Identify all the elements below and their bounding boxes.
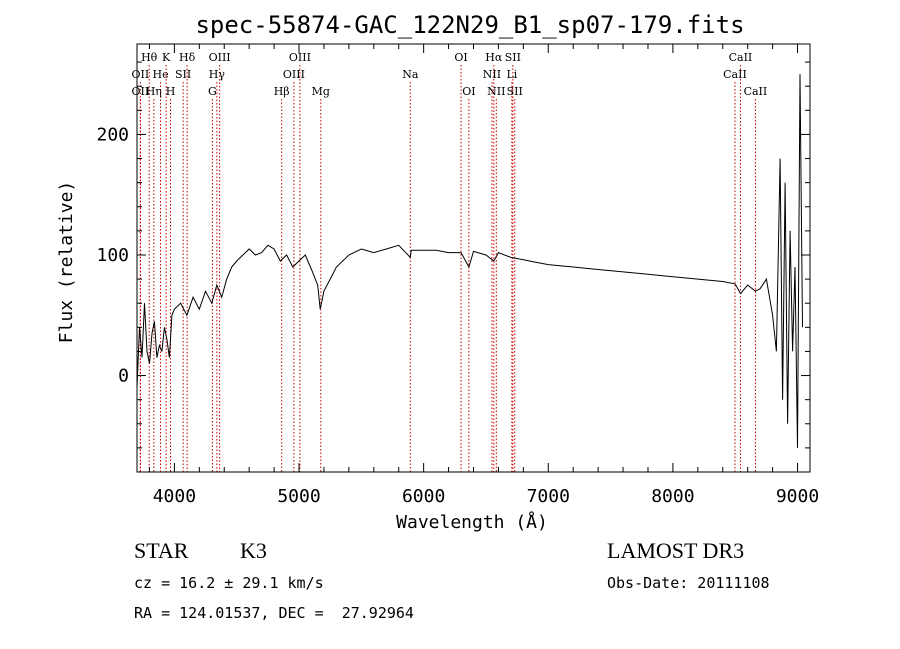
line-label: Hθ — [141, 51, 158, 64]
x-tick-label: 9000 — [776, 486, 819, 507]
line-label: Hα — [485, 51, 503, 64]
coordinates: RA = 124.01537, DEC = 27.92964 — [134, 604, 414, 622]
object-class: STAR — [134, 538, 189, 563]
y-tick-label: 100 — [96, 245, 129, 266]
line-label: NII — [483, 68, 501, 81]
axis-ticks: 4000 5000 6000 7000 8000 9000 0 100 200 — [96, 44, 819, 507]
line-label: OII — [132, 85, 150, 98]
line-label: OIII — [289, 51, 311, 64]
line-label: Na — [402, 68, 419, 81]
line-label: NII — [487, 85, 505, 98]
spectrum-line — [136, 74, 803, 448]
plot-frame — [136, 43, 811, 473]
line-label: OIII — [283, 68, 305, 81]
x-tick-label: 4000 — [153, 486, 196, 507]
x-axis-label: Wavelength (Å) — [396, 511, 548, 533]
line-label: OIII — [209, 51, 231, 64]
chart-title: spec-55874-GAC_122N29_B1_sp07-179.fits — [195, 11, 744, 39]
line-label: He — [153, 68, 169, 81]
observation-date: Obs-Date: 20111108 — [607, 574, 770, 592]
line-label: Li — [506, 68, 517, 81]
line-label: Hδ — [179, 51, 196, 64]
line-label: CaII — [744, 85, 768, 98]
line-label: SII — [175, 68, 191, 81]
line-label: Hη — [146, 85, 162, 98]
survey-name: LAMOST DR3 — [607, 538, 745, 563]
line-label: OII — [132, 68, 150, 81]
x-tick-label: 6000 — [402, 486, 445, 507]
line-label: Hγ — [209, 68, 226, 81]
line-label: SII — [505, 51, 521, 64]
line-label: G — [208, 85, 217, 98]
line-label: SII — [507, 85, 523, 98]
y-tick-label: 0 — [118, 366, 129, 387]
line-label: OI — [462, 85, 475, 98]
y-axis-label: Flux (relative) — [56, 181, 77, 344]
line-label: K — [162, 51, 171, 64]
redshift-velocity: cz = 16.2 ± 29.1 km/s — [134, 574, 324, 592]
line-label: Hβ — [274, 85, 290, 98]
line-label: CaII — [729, 51, 753, 64]
line-label: Mg — [312, 85, 330, 98]
line-label: OI — [454, 51, 467, 64]
x-tick-label: 5000 — [277, 486, 320, 507]
x-tick-label: 8000 — [651, 486, 694, 507]
y-tick-label: 200 — [96, 124, 129, 145]
object-subclass: K3 — [240, 538, 267, 563]
line-label: H — [166, 85, 176, 98]
line-label: CaII — [723, 68, 747, 81]
x-tick-label: 7000 — [527, 486, 570, 507]
